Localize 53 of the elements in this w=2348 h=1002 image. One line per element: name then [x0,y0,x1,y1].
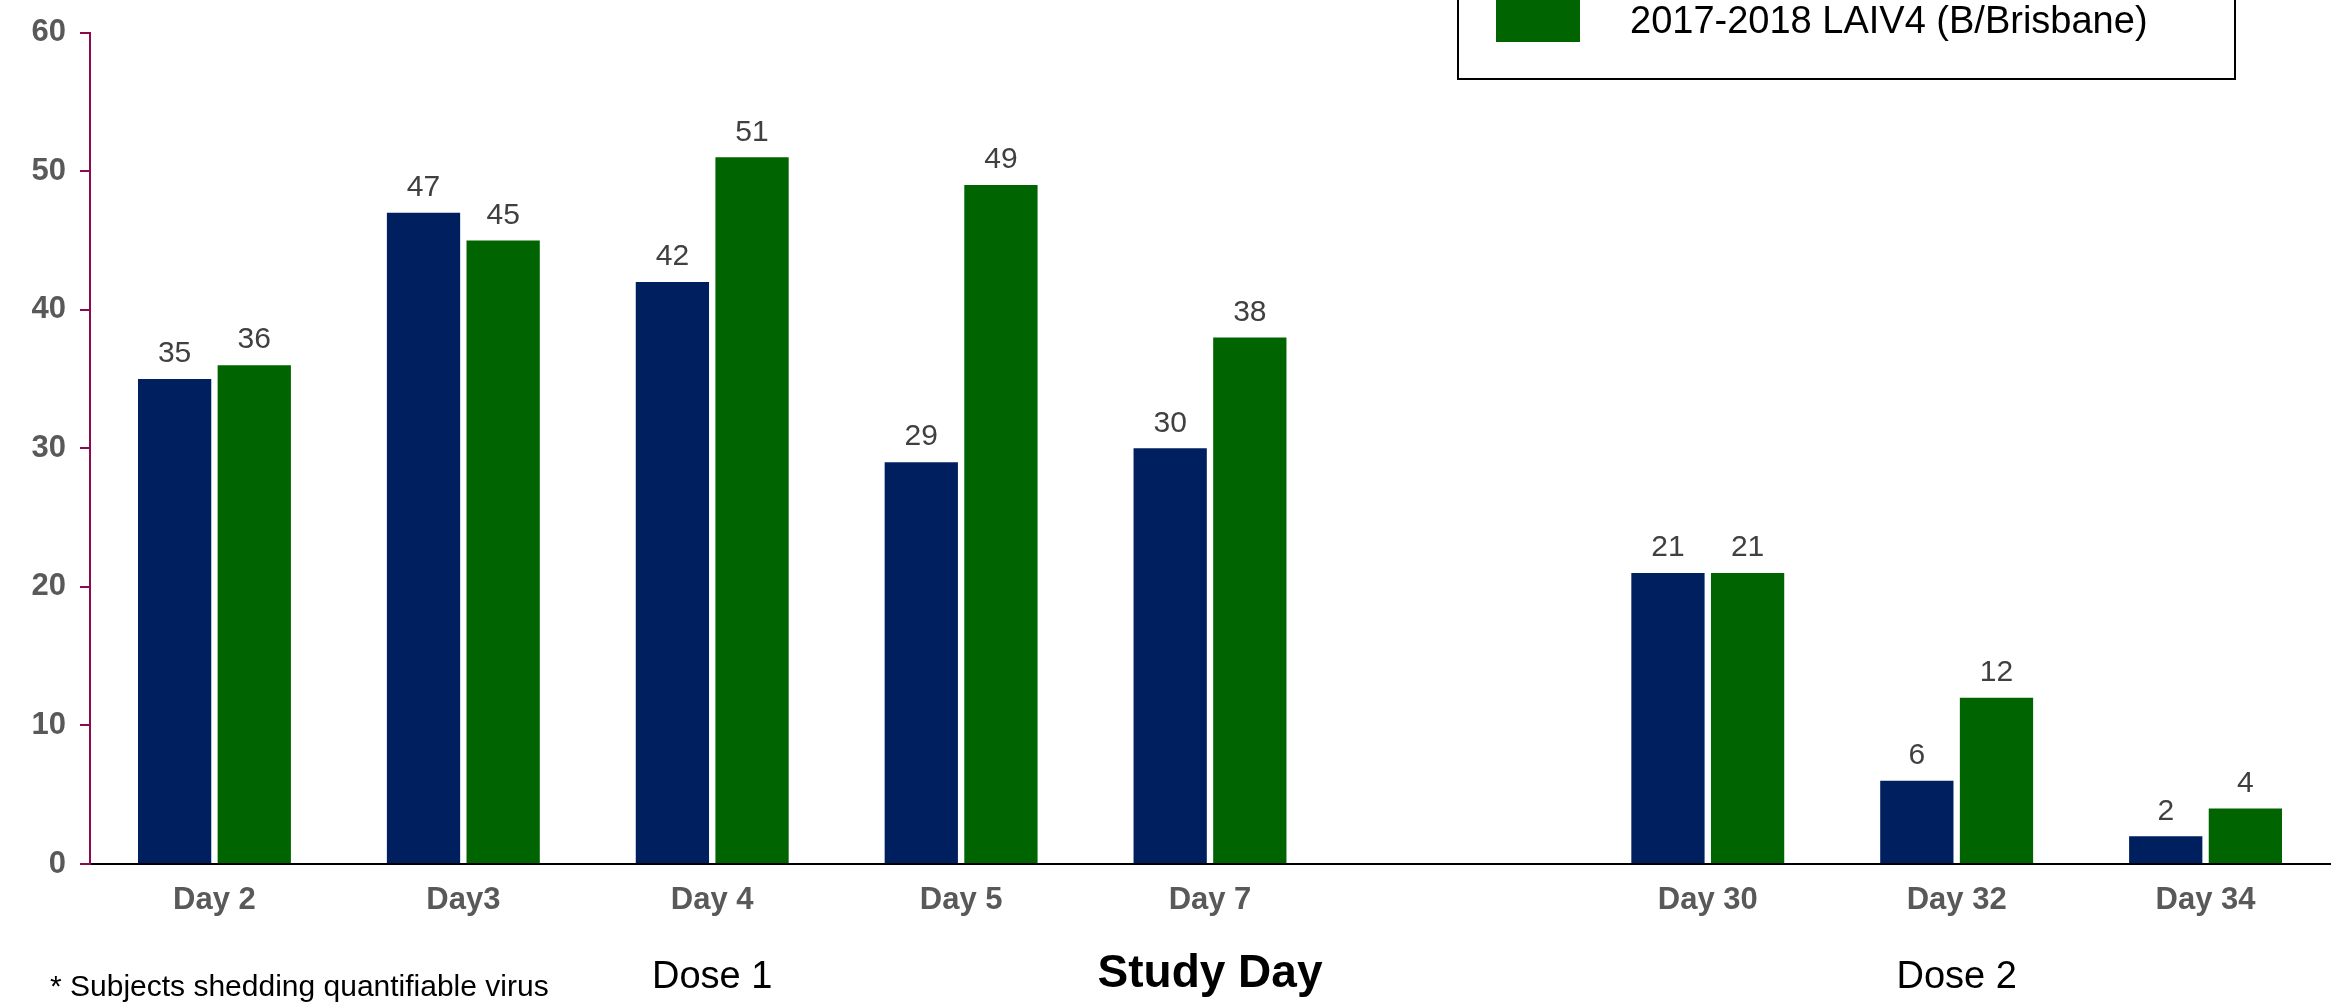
data-label: 21 [1651,529,1685,563]
y-tick-label: 50 [31,151,66,187]
bar [466,240,540,863]
text: Dose 2 [1896,954,2017,996]
x-tick-label: Day 34 [2155,881,2257,917]
text: Dose 1 [652,954,773,996]
data-label: 2 [2157,792,2175,826]
data-label: 21 [1730,529,1765,563]
legend-label: 2017-2018 LAIV4 (B/Brisbane) [1630,0,2148,42]
x-tick-label: Day 4 [670,881,755,917]
y-tick-label: 10 [31,705,66,741]
bar [386,212,461,863]
bar [1213,337,1287,863]
data-label: 47 [406,169,441,202]
data-label: 38 [1233,293,1267,327]
x-tick-label: Day 7 [1168,881,1252,917]
x-tick-label: Day 30 [1657,881,1758,917]
data-label: 4 [2237,764,2254,798]
bar [1631,573,1705,863]
y-tick-label: 0 [48,844,66,880]
x-axis-title: Study Day [1097,945,1323,998]
bar [1880,780,1954,863]
bar [217,365,291,863]
bar [2208,808,2283,863]
data-label: 49 [984,141,1018,175]
y-tick-label: 30 [31,428,66,464]
text: * Subjects shedding quantifiable virus [50,969,549,1002]
data-label: 51 [735,113,769,147]
data-label: 30 [1153,404,1187,438]
bar [1959,697,2034,863]
data-label: 6 [1908,737,1926,771]
x-tick-label: Day 2 [173,881,256,917]
bar [635,282,710,863]
y-tick-label: 20 [31,567,66,603]
bar [884,462,958,863]
data-label: 29 [904,418,938,452]
data-label: 45 [486,196,520,230]
x-tick-label: Day 32 [1906,881,2007,917]
bar [964,185,1038,863]
data-label: 35 [157,335,192,369]
bar [2129,836,2203,863]
data-label: 42 [655,238,690,272]
data-label: 36 [237,321,271,355]
bar [1710,573,1785,863]
x-tick-label: Day 5 [919,881,1003,917]
legend-box: 2017-2018 LAIV4 (B/Brisbane) [1457,0,2236,80]
x-tick-label: Day3 [426,881,501,917]
bar [715,157,789,863]
bar [137,379,212,863]
y-tick-label: 60 [31,13,66,49]
bar [1133,448,1207,863]
data-label: 12 [1979,653,2014,687]
y-tick-label: 40 [31,290,66,326]
